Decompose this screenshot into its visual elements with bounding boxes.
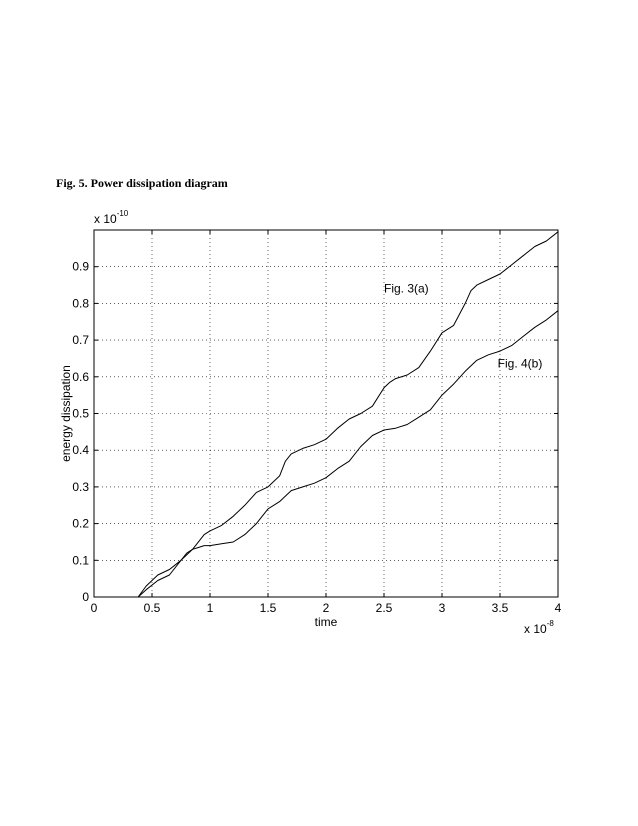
series-lines xyxy=(137,231,559,598)
y-tick-label: 0.3 xyxy=(72,480,89,494)
series-annotation: Fig. 3(a) xyxy=(384,281,429,295)
grid xyxy=(94,230,558,597)
y-axis-multiplier: x 10-10 xyxy=(94,209,129,226)
y-tick-label: 0.2 xyxy=(72,517,89,531)
series-line-fig-3-a xyxy=(137,231,559,598)
x-tick-label: 0 xyxy=(91,601,98,615)
x-tick-label: 1.5 xyxy=(260,601,277,615)
y-tick-label: 0.7 xyxy=(72,333,89,347)
y-tick-label: 0.5 xyxy=(72,407,89,421)
x-tick-label: 4 xyxy=(555,601,562,615)
x-multiplier-exponent: -8 xyxy=(547,619,555,628)
series-line-fig-4-b xyxy=(137,310,559,598)
x-tick-label: 3 xyxy=(439,601,446,615)
figure-caption: Fig. 5. Power dissipation diagram xyxy=(56,176,228,190)
y-tick-label: 0.4 xyxy=(72,443,89,457)
y-axis-label: energy dissipation xyxy=(59,365,73,462)
x-tick-label: 1 xyxy=(207,601,214,615)
axis-labels: time energy dissipation x 10-10 x 10-8 xyxy=(59,209,554,636)
x-tick-label: 2.5 xyxy=(376,601,393,615)
x-tick-label: 3.5 xyxy=(492,601,509,615)
axis-ticks: 0 0.5 1 1.5 2 2.5 3 3.5 4 0 0.1 0.2 0.3 0.4 0.5 0.6 0.7 0… xyxy=(72,230,562,615)
y-multiplier-exponent: -10 xyxy=(117,209,129,218)
annotations: Fig. 3(a) Fig. 4(b) xyxy=(384,281,542,370)
y-tick-label: 0.9 xyxy=(72,260,89,274)
y-tick-label: 0.1 xyxy=(72,553,89,567)
x-multiplier-base: x 10 xyxy=(524,622,547,636)
y-tick-label: 0.6 xyxy=(72,370,89,384)
x-axis-label: time xyxy=(315,615,338,629)
series-annotation: Fig. 4(b) xyxy=(498,357,543,371)
x-axis-multiplier: x 10-8 xyxy=(524,619,554,636)
y-multiplier-base: x 10 xyxy=(94,212,117,226)
y-tick-label: 0 xyxy=(82,590,89,604)
y-tick-label: 0.8 xyxy=(72,296,89,310)
x-tick-label: 0.5 xyxy=(144,601,161,615)
x-tick-label: 2 xyxy=(323,601,330,615)
